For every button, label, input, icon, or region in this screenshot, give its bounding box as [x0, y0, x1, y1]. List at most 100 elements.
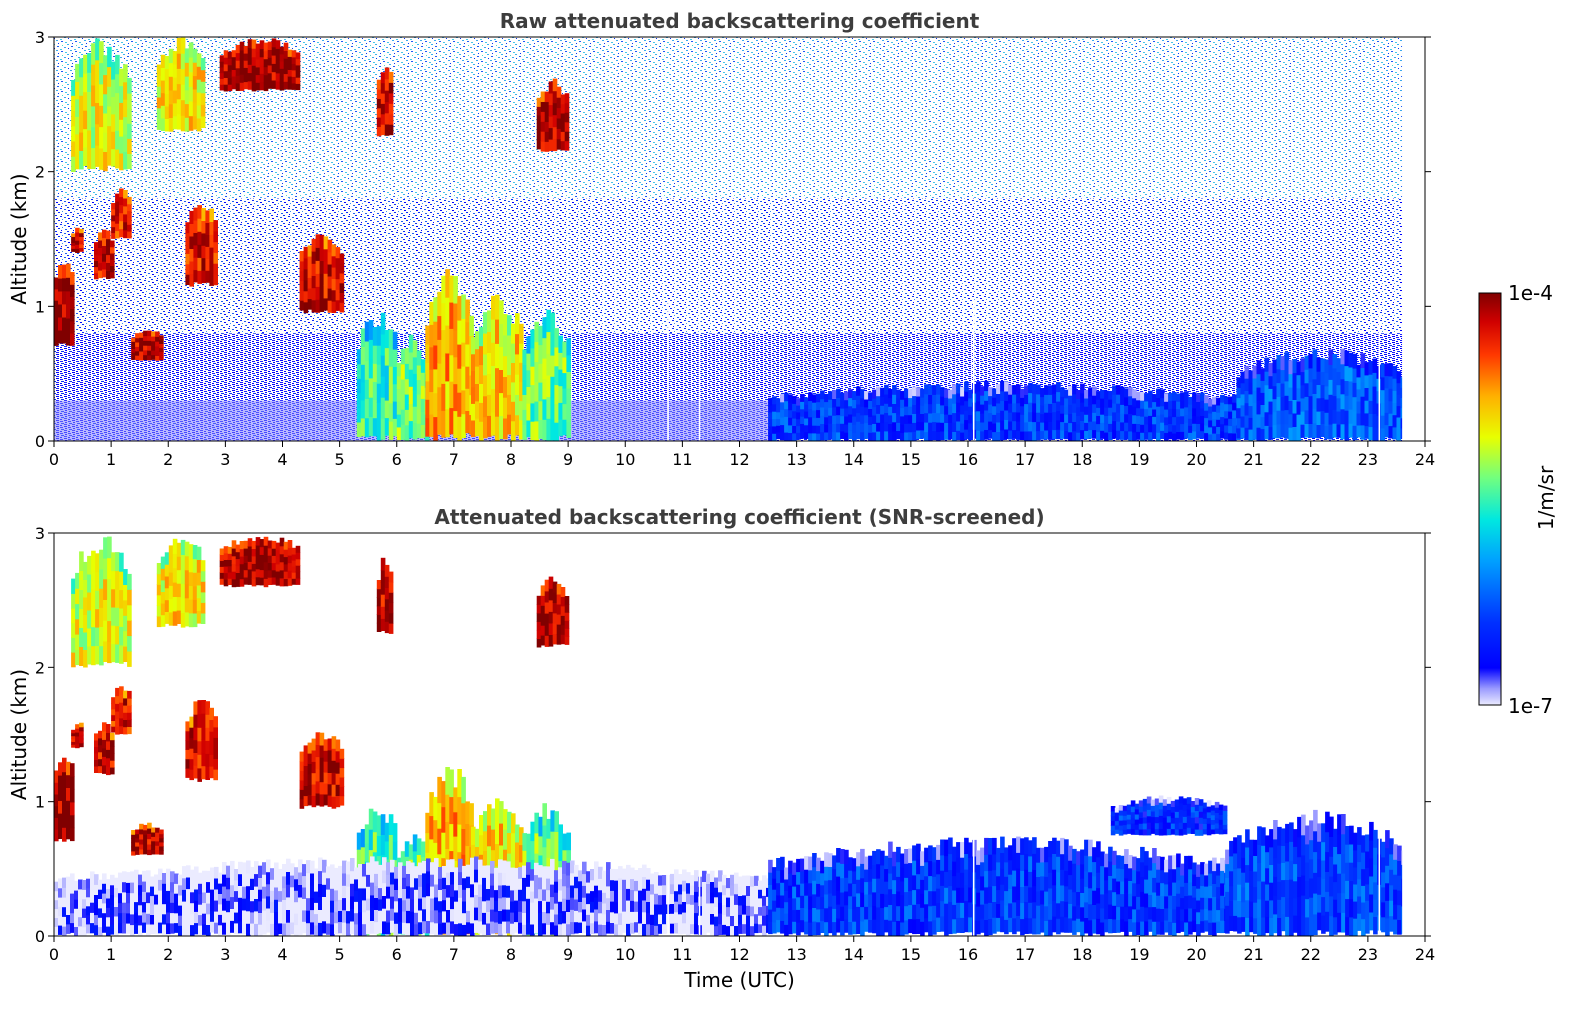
heatmap-cell: [503, 417, 508, 440]
heatmap-cell: [1372, 386, 1378, 401]
heatmap-cell: [70, 308, 75, 322]
heatmap-cell: [279, 577, 285, 587]
heatmap-cell: [1128, 413, 1133, 423]
backscatter-feature: [71, 227, 84, 253]
heatmap-cell: [1184, 855, 1189, 870]
heatmap-cell: [1332, 395, 1338, 410]
heatmap-cell: [425, 812, 430, 834]
heatmap-cell: [239, 41, 245, 51]
heatmap-cell: [1192, 407, 1197, 417]
heatmap-cell: [614, 912, 619, 925]
heatmap-cell: [992, 901, 997, 918]
heatmap-cell: [1328, 349, 1334, 365]
heatmap-cell: [1220, 882, 1225, 896]
heatmap-cell: [1024, 412, 1029, 423]
heatmap-cell: [66, 331, 71, 346]
heatmap-cell: [310, 872, 315, 886]
heatmap-cell: [453, 836, 458, 861]
heatmap-cell: [678, 903, 683, 915]
backscatter-feature: [219, 536, 301, 588]
heatmap-cell: [87, 573, 92, 593]
heatmap-cell: [155, 836, 160, 842]
heatmap-cell: [812, 853, 817, 868]
heatmap-cell: [102, 902, 107, 914]
heatmap-cell: [453, 410, 458, 438]
heatmap-cell: [482, 889, 487, 902]
heatmap-cell: [388, 103, 394, 115]
heatmap-cell: [445, 794, 450, 822]
heatmap-cell: [1202, 818, 1208, 824]
heatmap-cell: [804, 431, 809, 439]
heatmap-cell: [418, 898, 423, 911]
heatmap-cell: [868, 868, 873, 882]
heatmap-cell: [250, 900, 255, 913]
heatmap-cell: [119, 102, 124, 120]
heatmap-cell: [948, 422, 953, 432]
heatmap-cell: [682, 890, 687, 902]
heatmap-cell: [1245, 864, 1250, 883]
heatmap-cell: [928, 875, 933, 892]
backscatter-feature: [54, 757, 75, 842]
heatmap-cell: [196, 546, 202, 560]
heatmap-cell: [1132, 397, 1137, 407]
heatmap-cell: [1040, 918, 1045, 933]
heatmap-cell: [1212, 433, 1217, 441]
heatmap-cell: [1178, 802, 1184, 810]
heatmap-cell: [1265, 900, 1270, 917]
heatmap-cell: [1388, 388, 1394, 402]
heatmap-cell: [536, 638, 542, 648]
heatmap-cell: [538, 854, 543, 875]
heatmap-cell: [1084, 406, 1089, 415]
heatmap-cell: [364, 340, 370, 361]
heatmap-cell: [495, 367, 500, 393]
heatmap-cell: [482, 877, 487, 890]
heatmap-cell: [54, 322, 59, 335]
heatmap-cell: [1132, 908, 1137, 923]
heatmap-cell: [331, 244, 337, 257]
heatmap-cell: [95, 608, 100, 628]
heatmap-cell: [534, 874, 539, 887]
heatmap-cell: [1340, 423, 1346, 440]
heatmap-cell: [1080, 849, 1085, 865]
heatmap-cell: [310, 860, 315, 874]
heatmap-cell: [327, 783, 333, 796]
heatmap-cell: [1120, 918, 1125, 932]
heatmap-cell: [71, 242, 76, 246]
heatmap-cell: [1304, 369, 1310, 384]
heatmap-cell: [1190, 811, 1196, 818]
heatmap-cell: [1136, 870, 1141, 885]
heatmap-cell: [290, 863, 295, 876]
heatmap-cell: [380, 354, 386, 377]
heatmap-cell: [542, 317, 547, 339]
heatmap-cell: [840, 863, 845, 879]
heatmap-cell: [892, 865, 897, 881]
heatmap-cell: [896, 920, 901, 936]
backscatter-feature: [522, 309, 571, 441]
heatmap-cell: [1336, 358, 1342, 372]
heatmap-cell: [1076, 390, 1081, 399]
heatmap-cell: [1236, 377, 1242, 388]
heatmap-cell: [135, 333, 140, 339]
heatmap-cell: [267, 57, 273, 66]
heatmap-cell: [200, 581, 206, 593]
heatmap-cell: [610, 868, 615, 881]
heatmap-cell: [263, 578, 269, 588]
heatmap-cell: [1060, 916, 1065, 933]
heatmap-cell: [1233, 899, 1238, 916]
heatmap-cell: [792, 874, 797, 887]
heatmap-cell: [1128, 893, 1133, 907]
heatmap-cell: [184, 583, 190, 599]
heatmap-cell: [255, 568, 261, 578]
heatmap-cell: [1272, 372, 1278, 387]
heatmap-cell: [598, 878, 603, 891]
heatmap-cell: [1380, 389, 1386, 403]
heatmap-cell: [507, 832, 512, 854]
heatmap-cell: [812, 417, 817, 426]
heatmap-cell: [1024, 917, 1029, 934]
heatmap-cell: [860, 863, 865, 879]
heatmap-cell: [1396, 428, 1402, 441]
heatmap-cell: [511, 851, 516, 872]
heatmap-cell: [788, 432, 793, 441]
heatmap-cell: [1336, 397, 1342, 412]
heatmap-cell: [282, 911, 287, 924]
